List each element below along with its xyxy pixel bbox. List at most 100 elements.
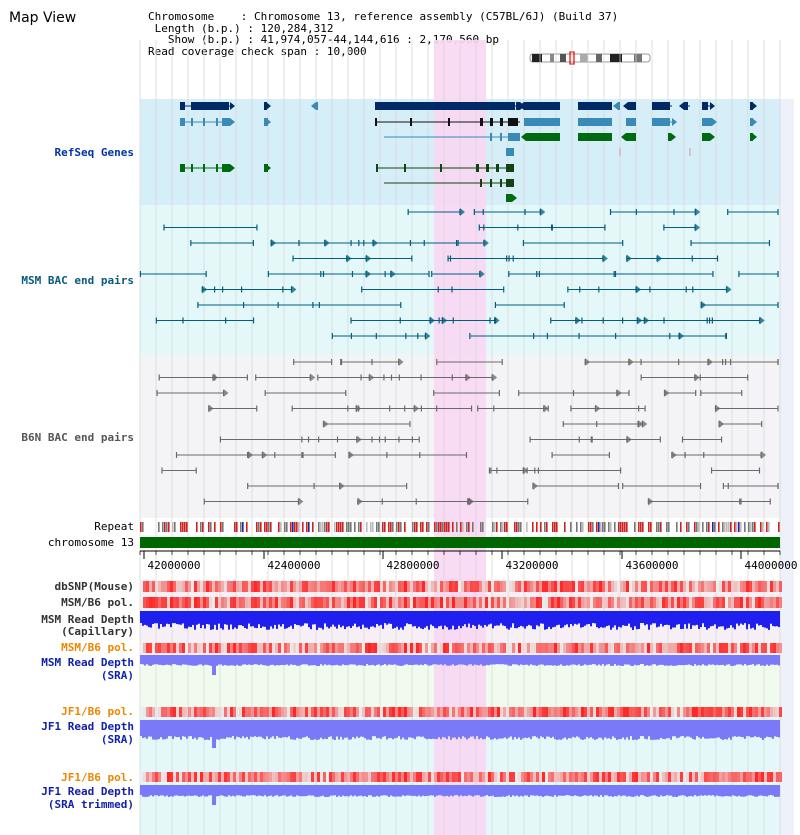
repeat-mark — [292, 522, 294, 532]
jf1-depth-bar — [560, 720, 562, 740]
msm-pol-cell — [695, 597, 698, 608]
dbsnp-cell — [428, 581, 431, 592]
jf1-depth-bar — [280, 720, 282, 739]
msm-bac-track[interactable] — [139, 208, 779, 340]
chromosome-ideogram[interactable] — [529, 51, 651, 65]
axis-tick-label: 42800000 — [387, 559, 440, 572]
msm-depth-sra-bar — [278, 655, 280, 666]
jf1-trimmed-bar — [218, 785, 220, 797]
repeat-mark — [698, 522, 700, 532]
jf1-depth-bar — [638, 720, 640, 739]
msm-depth-cap-bar — [242, 611, 244, 627]
msm-depth-sra-bar — [600, 655, 602, 666]
repeat-mark — [540, 522, 542, 532]
jf1-trimmed-bar — [624, 785, 626, 796]
jf1-trimmed-bar — [540, 785, 542, 796]
jf1-depth-bar — [566, 720, 568, 740]
msm-pol-cell — [653, 643, 656, 653]
jf1-depth-bar — [732, 720, 734, 737]
msm-pol-cell — [692, 597, 695, 608]
dbsnp-cell — [680, 581, 683, 592]
jf1-depth-bar — [696, 720, 698, 737]
jf1-depth-bar — [550, 720, 552, 738]
msm-depth-sra-bar — [628, 655, 630, 665]
repeat-mark — [778, 522, 780, 532]
dbsnp-cell — [695, 581, 698, 592]
jf1-pol-cell — [527, 772, 530, 782]
msm-pol-cell — [617, 597, 620, 608]
msm-depth-cap-bar — [214, 611, 216, 625]
jf1-depth-bar — [650, 720, 652, 740]
msm-pol-cell — [659, 597, 662, 608]
dbsnp-cell — [755, 581, 758, 592]
track-label-msm-bac[interactable]: MSM BAC end pairs — [21, 274, 134, 287]
b6n-bac-pair-arrow — [298, 497, 304, 506]
msm-depth-sra-bar — [690, 655, 692, 666]
axis-tick-label: 44000000 — [745, 559, 798, 572]
jf1-trimmed-bar — [454, 785, 456, 796]
msm-pol-cell — [755, 643, 758, 653]
jf1-trimmed-bar — [428, 785, 430, 796]
length-key: Length (b.p.) — [154, 21, 241, 35]
track-label-b6n-bac[interactable]: B6N BAC end pairs — [21, 431, 134, 444]
jf1-pol-cell — [764, 772, 767, 782]
jf1-trimmed-bar — [198, 785, 200, 797]
msm-depth-sra-bar — [664, 655, 666, 666]
jf1-pol-cell — [215, 772, 218, 782]
msm-pol-cell — [200, 597, 203, 608]
jf1-trimmed-bar — [642, 785, 644, 796]
dbsnp-cell — [227, 581, 230, 592]
jf1-pol-cell — [629, 772, 632, 782]
msm-depth-sra-bar — [164, 655, 166, 665]
msm-depth-cap-bar — [358, 611, 360, 627]
coverage-value: 10,000 — [326, 44, 367, 58]
track-label-msm-depth-sra-sub: (SRA) — [100, 669, 134, 682]
jf1-trimmed-bar — [544, 785, 546, 797]
msm-pol-cell — [608, 643, 611, 653]
msm-depth-cap-bar — [762, 611, 764, 628]
track-label-refseq[interactable]: RefSeq Genes — [54, 146, 134, 159]
dbsnp-cell — [371, 581, 374, 592]
msm-pol-cell — [332, 597, 335, 608]
jf1-trimmed-bar — [388, 785, 390, 797]
jf1-pol-cell — [776, 772, 779, 782]
jf1-pol-cell — [635, 707, 638, 717]
dbsnp-cell — [770, 581, 773, 592]
dbsnp-cell — [584, 581, 587, 592]
msm-depth-sra-bar — [716, 655, 718, 665]
b6n-bac-track[interactable] — [156, 358, 779, 506]
jf1-trimmed-bar — [522, 785, 524, 797]
msm-depth-cap-bar — [730, 611, 732, 626]
msm-depth-sra-bar — [148, 655, 150, 666]
repeat-mark — [242, 522, 244, 532]
jf1-depth-bar — [770, 720, 772, 738]
b6n-bac-pair-arrow — [398, 358, 404, 366]
jf1-depth-bar — [400, 720, 402, 740]
jf1-pol-cell — [197, 772, 200, 782]
msm-depth-sra-bar — [592, 655, 594, 665]
msm-pol-cell — [491, 597, 494, 608]
jf1-trimmed-bar — [584, 785, 586, 796]
track-label-jf1-depth: JF1 Read Depth — [41, 720, 134, 733]
msm-pol-cell — [245, 643, 248, 653]
msm-pol-cell — [287, 643, 290, 653]
jf1-pol-cell — [470, 772, 473, 782]
dbsnp-cell — [359, 581, 362, 592]
msm-pol-cell — [464, 597, 467, 608]
chromosome-bar[interactable] — [140, 537, 780, 548]
msm-depth-sra-bar — [274, 655, 276, 666]
jf1-pol-cell — [539, 772, 542, 782]
msm-depth-sra-bar — [750, 655, 752, 665]
jf1-trimmed-bar — [604, 785, 606, 796]
jf1-trimmed-bar — [400, 785, 402, 797]
dbsnp-cell — [146, 581, 149, 592]
refseq-genes-track[interactable] — [180, 102, 757, 202]
msm-bac-pair-arrow — [479, 270, 485, 278]
msm-pol-cell — [206, 597, 209, 608]
msm-depth-sra-bar — [256, 655, 258, 665]
msm-pol-cell — [602, 643, 605, 653]
msm-pol-cell — [335, 643, 338, 653]
msm-depth-sra-bar — [556, 655, 558, 666]
msm-depth-sra-bar — [726, 655, 728, 665]
